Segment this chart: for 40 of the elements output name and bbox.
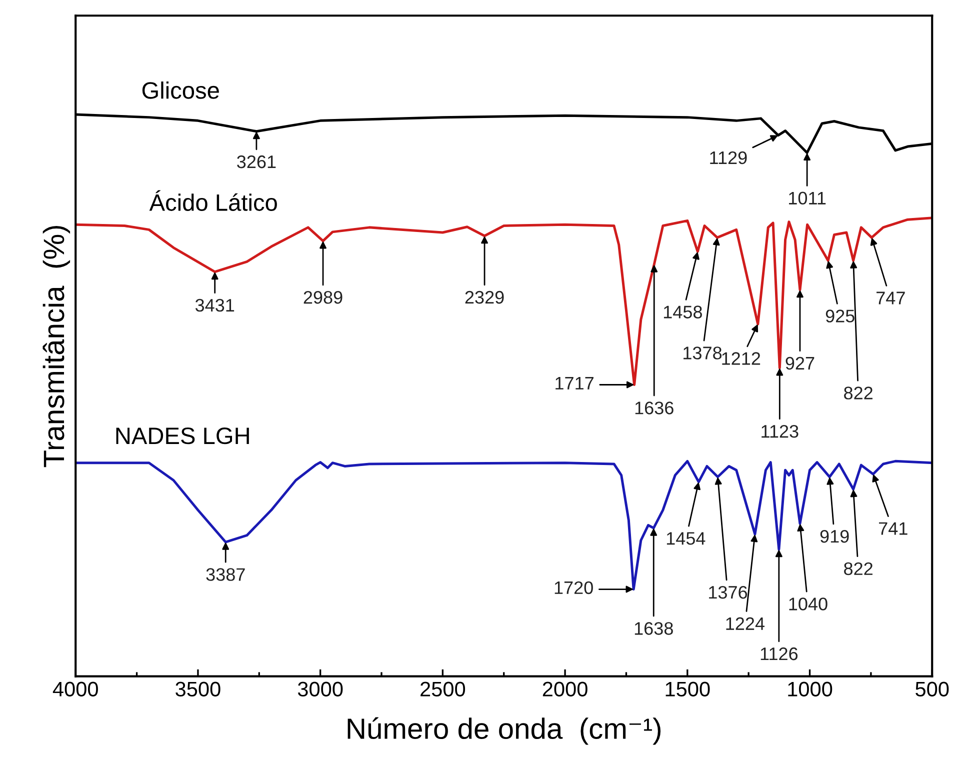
annotation: 3261 <box>237 155 276 168</box>
annotation: 1126 <box>760 647 798 660</box>
y-axis-title: Transmitância (%) <box>42 226 70 468</box>
x-tick-label: 2500 <box>420 682 466 697</box>
annotation: 1129 <box>710 151 747 164</box>
series-label: Glicose <box>142 82 219 99</box>
annotation: 747 <box>876 292 905 304</box>
x-tick-label: 3000 <box>298 682 343 697</box>
annotation: 1123 <box>762 424 798 438</box>
x-tick-label: 3500 <box>176 682 220 697</box>
annotation: 1458 <box>664 306 702 318</box>
annotation: 3431 <box>195 298 234 312</box>
annotation: 1040 <box>789 598 828 610</box>
annotation: 1717 <box>556 376 594 390</box>
annotation: 1224 <box>726 617 764 630</box>
x-tick-label: 1000 <box>788 682 832 697</box>
x-tick-label: 2000 <box>542 682 588 697</box>
annotation: 1378 <box>684 346 722 360</box>
annotation: 925 <box>826 310 854 322</box>
series-label: Ácido Lático <box>149 190 277 211</box>
annotation: 1376 <box>709 586 748 599</box>
annotation: 822 <box>844 386 872 400</box>
annotation: 1011 <box>789 192 826 205</box>
annotation: 1638 <box>634 622 673 635</box>
annotation: 927 <box>786 356 814 370</box>
annotation: 2989 <box>304 290 342 304</box>
annotation: 822 <box>844 562 872 576</box>
annotation: 2329 <box>465 290 504 304</box>
annotation: 1454 <box>666 532 706 545</box>
annotation: 1720 <box>554 581 593 594</box>
annotation: 3387 <box>206 568 245 581</box>
x-axis-title: Número de onda (cm⁻¹) <box>348 717 661 745</box>
x-tick-label: 1500 <box>666 682 710 697</box>
series-label: NADES LGH <box>116 427 249 444</box>
x-tick-label: 4000 <box>52 682 98 697</box>
annotation: 1636 <box>635 402 674 414</box>
annotation: 1212 <box>722 352 760 365</box>
x-tick-label: 500 <box>916 682 949 697</box>
annotation: 919 <box>820 530 849 543</box>
annotation: 741 <box>879 522 908 535</box>
